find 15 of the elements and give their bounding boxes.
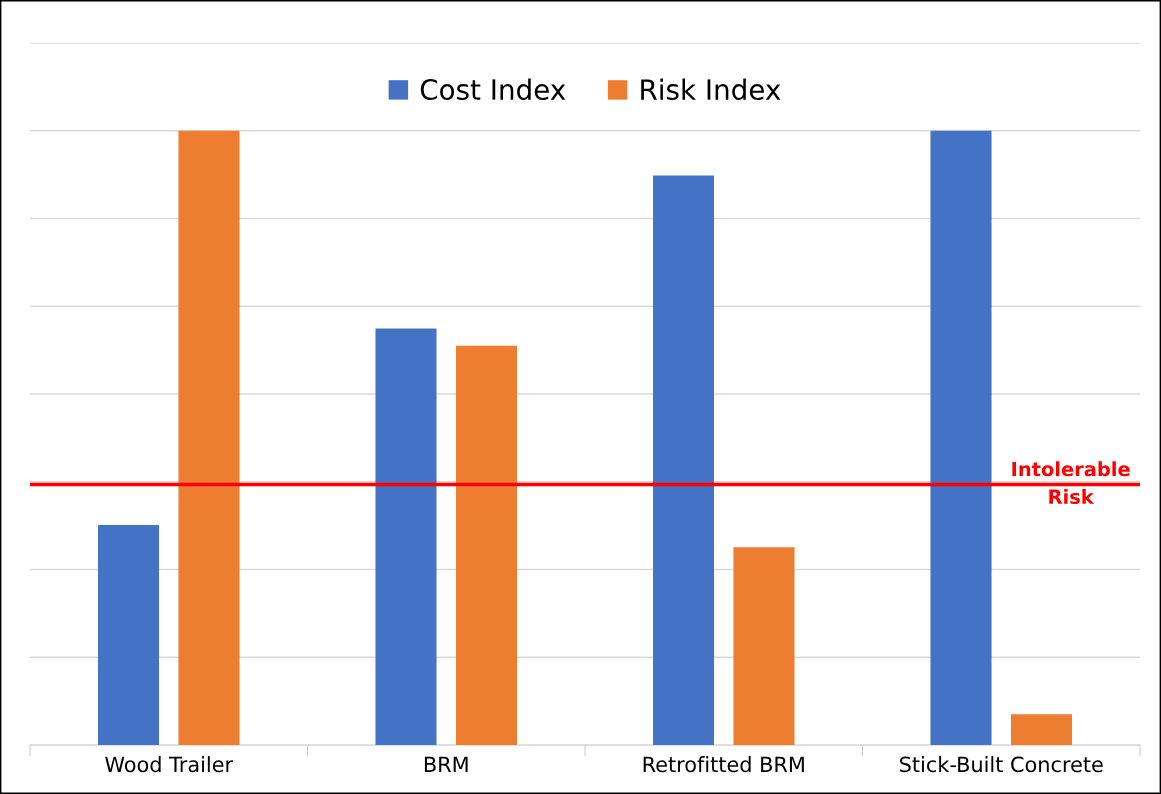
bar: [733, 547, 795, 745]
bar: [178, 130, 240, 745]
bar: [455, 345, 518, 745]
bar: [375, 328, 437, 745]
ref-line-label: Intolerable Risk: [1012, 461, 1130, 505]
x-tick-label: BRM: [424, 756, 468, 772]
bar: [1010, 714, 1073, 745]
bar: [652, 175, 715, 745]
x-tick-label: Retrofitted BRM: [643, 756, 804, 773]
bar: [97, 525, 160, 745]
x-tick-label: Stick-Built Concrete: [900, 756, 1103, 773]
bar: [930, 130, 992, 745]
legend-label: Risk Index: [641, 78, 781, 101]
legend-label: Cost Index: [420, 78, 566, 101]
x-tick-label: Wood Trailer: [105, 756, 234, 773]
